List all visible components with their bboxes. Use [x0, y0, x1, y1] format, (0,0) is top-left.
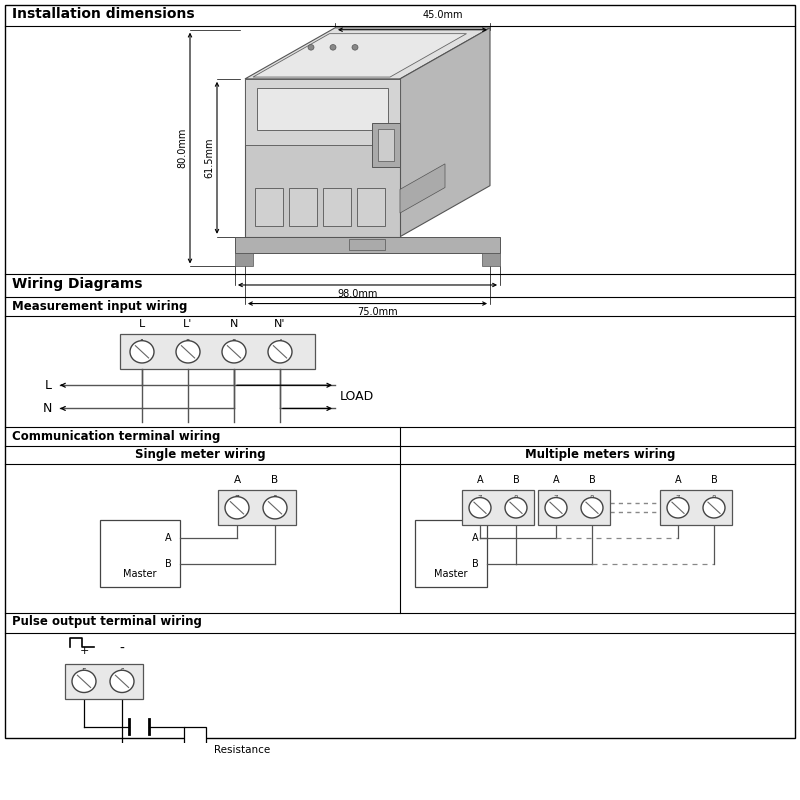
Text: 5: 5	[82, 668, 86, 678]
Text: Master: Master	[123, 570, 157, 579]
Bar	[289, 189, 317, 226]
Text: N: N	[230, 318, 238, 329]
Bar	[100, 520, 180, 586]
Circle shape	[352, 45, 358, 50]
Text: 8: 8	[712, 494, 716, 501]
Text: A: A	[472, 534, 479, 543]
Circle shape	[469, 498, 491, 518]
Bar	[357, 189, 385, 226]
Circle shape	[505, 498, 527, 518]
Text: 8: 8	[590, 494, 594, 501]
Text: A: A	[166, 534, 172, 543]
Circle shape	[263, 497, 287, 519]
Bar	[235, 237, 500, 254]
Text: L: L	[45, 378, 52, 392]
Text: Communication terminal wiring: Communication terminal wiring	[12, 430, 220, 443]
Text: L': L'	[183, 318, 193, 329]
Circle shape	[545, 498, 567, 518]
Polygon shape	[245, 28, 490, 79]
Bar	[257, 88, 388, 130]
Text: B: B	[513, 474, 519, 485]
Polygon shape	[400, 28, 490, 237]
Bar	[255, 189, 283, 226]
Text: 45.0mm: 45.0mm	[422, 10, 463, 21]
Bar	[482, 254, 500, 266]
Bar	[538, 490, 610, 526]
Bar	[245, 79, 400, 145]
Text: A: A	[674, 474, 682, 485]
Text: 4: 4	[278, 339, 282, 348]
Text: +: +	[79, 646, 89, 656]
Circle shape	[308, 45, 314, 50]
Bar	[660, 490, 732, 526]
Bar	[245, 79, 400, 237]
Text: A: A	[477, 474, 483, 485]
Circle shape	[703, 498, 725, 518]
Circle shape	[581, 498, 603, 518]
Bar	[323, 189, 351, 226]
Text: Single meter wiring: Single meter wiring	[134, 448, 266, 462]
Text: A: A	[234, 474, 241, 485]
Text: 7: 7	[478, 494, 482, 501]
Text: LOAD: LOAD	[340, 390, 374, 403]
Circle shape	[330, 45, 336, 50]
Text: Measurement input wiring: Measurement input wiring	[12, 300, 187, 313]
Bar	[372, 123, 400, 167]
Text: Multiple meters wiring: Multiple meters wiring	[525, 448, 675, 462]
Text: 2: 2	[186, 339, 190, 348]
Circle shape	[268, 341, 292, 363]
Bar	[184, 727, 206, 774]
Text: Pulse output terminal wiring: Pulse output terminal wiring	[12, 615, 202, 629]
Text: Resistance: Resistance	[214, 745, 270, 755]
Polygon shape	[253, 34, 466, 77]
Text: 98.0mm: 98.0mm	[338, 289, 378, 298]
Text: B: B	[271, 474, 278, 485]
Text: B: B	[472, 559, 479, 570]
Circle shape	[176, 341, 200, 363]
Text: B: B	[710, 474, 718, 485]
Text: 75.0mm: 75.0mm	[357, 307, 398, 318]
Circle shape	[110, 670, 134, 693]
Circle shape	[667, 498, 689, 518]
Text: N: N	[42, 402, 52, 415]
Text: Master: Master	[434, 570, 468, 579]
Text: 7: 7	[234, 494, 239, 504]
Polygon shape	[400, 164, 445, 213]
Circle shape	[72, 670, 96, 693]
Text: 7: 7	[554, 494, 558, 501]
Text: B: B	[589, 474, 595, 485]
Bar	[120, 334, 315, 370]
Circle shape	[225, 497, 249, 519]
Bar	[65, 664, 143, 699]
Circle shape	[130, 341, 154, 363]
Text: 7: 7	[676, 494, 680, 501]
Bar	[462, 490, 534, 526]
Text: A: A	[553, 474, 559, 485]
Text: -: -	[119, 642, 125, 656]
Text: Installation dimensions: Installation dimensions	[12, 7, 194, 22]
Text: B: B	[166, 559, 172, 570]
Bar	[415, 520, 487, 586]
Text: 61.5mm: 61.5mm	[204, 138, 214, 178]
Text: 1: 1	[140, 339, 144, 348]
Bar	[235, 254, 253, 266]
Text: 8: 8	[273, 494, 278, 504]
Text: 8: 8	[514, 494, 518, 501]
Circle shape	[222, 341, 246, 363]
Bar	[349, 238, 385, 250]
Text: N': N'	[274, 318, 286, 329]
Text: Wiring Diagrams: Wiring Diagrams	[12, 277, 142, 290]
Bar	[378, 130, 394, 161]
Text: 6: 6	[119, 668, 125, 678]
Text: 3: 3	[231, 339, 237, 348]
Bar	[218, 490, 296, 526]
Text: 80.0mm: 80.0mm	[177, 128, 187, 168]
Text: L: L	[139, 318, 145, 329]
